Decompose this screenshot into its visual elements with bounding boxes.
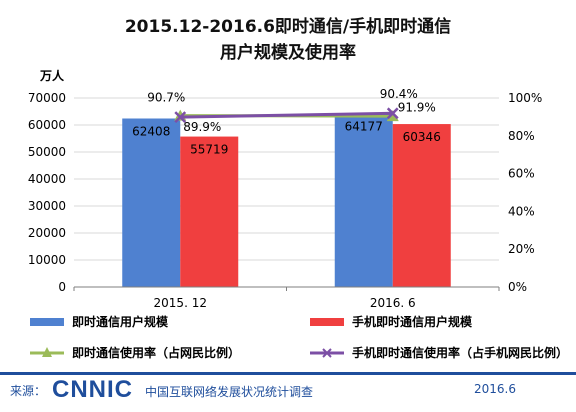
chart-axes: 万人 0 10000 20000 30000 40000 50000 60000 70000 0%… (28, 68, 543, 310)
left-tick-label: 60000 (28, 118, 66, 132)
chart-canvas: 62408 55719 64177 60346 90.7% 90.4% 89.9% 91.9%… (28, 68, 568, 360)
footer-survey-name: 中国互联网络发展状况统计调查 (145, 385, 314, 399)
category-label: 2016. 6 (370, 296, 416, 310)
chart-data-labels: 62408 55719 64177 60346 90.7% 90.4% 89.9% 91.9% (132, 87, 441, 156)
bar (122, 118, 181, 287)
footer-divider (0, 372, 576, 375)
category-label: 2015. 12 (154, 296, 207, 310)
chart-bars (122, 113, 451, 288)
bar (392, 124, 451, 288)
legend-label: 手机即时通信用户规模 (352, 314, 473, 329)
line-marker (386, 110, 399, 122)
bar (180, 136, 239, 287)
right-tick-label: 20% (508, 242, 535, 256)
bar-value-label: 60346 (403, 130, 441, 144)
cnnic-logo: CNNIC (52, 376, 133, 403)
footer: 来源： CNNIC 中国互联网络发展状况统计调查 2016.6 (0, 376, 576, 412)
legend-label: 即时通信用户规模 (72, 314, 169, 329)
line-value-label: 90.7% (147, 91, 185, 105)
bar-value-label: 62408 (132, 124, 170, 138)
footer-date: 2016.6 (474, 382, 516, 396)
left-tick-label: 20000 (28, 226, 66, 240)
right-tick-label: 40% (508, 204, 535, 218)
right-tick-label: 80% (508, 129, 535, 143)
left-tick-label: 50000 (28, 145, 66, 159)
line-value-label: 90.4% (380, 87, 418, 101)
footer-source-label: 来源： (10, 384, 47, 398)
chart-lines (174, 107, 399, 123)
series-line (180, 111, 393, 119)
chart-title-line2: 用户规模及使用率 (220, 43, 356, 63)
legend-swatch (30, 318, 64, 326)
left-tick-label: 0 (58, 280, 66, 294)
right-tick-label: 0% (508, 280, 527, 294)
line-marker (174, 111, 187, 123)
line-marker (386, 107, 399, 120)
left-tick-label: 10000 (28, 253, 66, 267)
legend-label: 手机即时通信使用率（占手机网民比例） (352, 345, 568, 360)
left-tick-label: 40000 (28, 172, 66, 186)
left-axis-unit: 万人 (39, 68, 65, 83)
right-tick-label: 60% (508, 167, 535, 181)
line-value-label: 89.9% (183, 120, 221, 134)
right-tick-label: 100% (508, 91, 542, 105)
left-tick-label: 30000 (28, 199, 66, 213)
left-tick-label: 70000 (28, 91, 66, 105)
legend-label: 即时通信使用率（占网民比例） (72, 345, 240, 360)
line-value-label: 91.9% (398, 100, 436, 114)
bar (334, 113, 393, 287)
chart-title-line1: 2015.12-2016.6即时通信/手机即时通信 (124, 17, 452, 37)
bar-value-label: 55719 (190, 143, 228, 157)
legend-swatch (310, 318, 344, 326)
bar-value-label: 64177 (345, 120, 383, 134)
legend-marker (322, 348, 332, 358)
legend-marker (42, 347, 52, 357)
